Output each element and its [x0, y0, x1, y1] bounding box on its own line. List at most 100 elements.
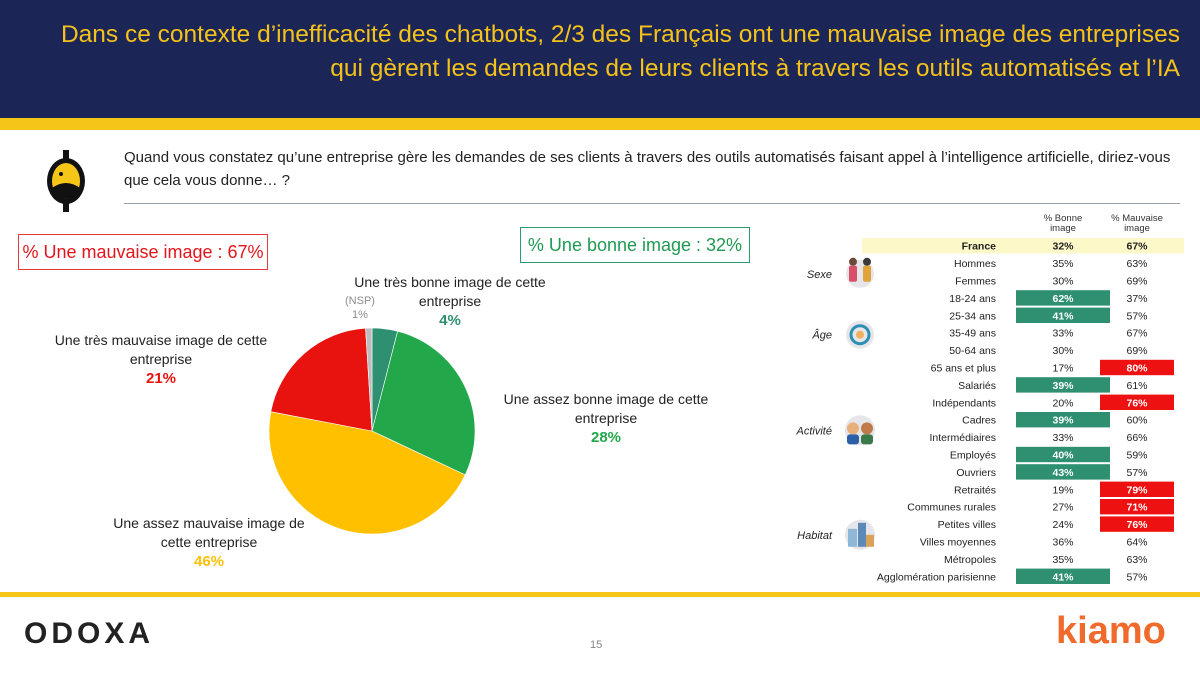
slice-pct: 1% [352, 309, 368, 321]
row-label: Hommes [954, 258, 996, 270]
table-row: France 32% 67% [862, 238, 1184, 254]
column-header: image [1124, 223, 1150, 234]
bad-value: 60% [1126, 415, 1147, 427]
good-value: 41% [1052, 310, 1074, 322]
bad-value: 79% [1126, 484, 1148, 496]
table-row: 50-64 ans 30% 69% [949, 345, 1147, 357]
header-stripe [0, 118, 1200, 130]
bad-value: 57% [1126, 467, 1147, 479]
bad-highlight-cell [1100, 394, 1174, 410]
column-header: % Mauvaise [1111, 213, 1163, 224]
good-value: 20% [1052, 397, 1073, 409]
table-row: 18-24 ans 62% 37% [949, 290, 1148, 306]
page-number: 15 [590, 639, 603, 651]
good-value: 32% [1052, 241, 1074, 253]
slice-label-text: Une très bonne image de cette entreprise [354, 274, 546, 309]
good-value: 17% [1052, 363, 1073, 375]
good-value: 35% [1052, 554, 1073, 566]
row-label: 25-34 ans [949, 310, 996, 322]
row-label: Communes rurales [907, 502, 996, 514]
good-value: 30% [1052, 276, 1073, 288]
survey-question: Quand vous constatez qu’une entreprise g… [124, 149, 1171, 189]
table-row: Indépendants 20% 76% [932, 394, 1174, 410]
row-label: 65 ans et plus [931, 363, 996, 375]
row-label: Villes moyennes [920, 537, 996, 549]
bad-value: 67% [1126, 241, 1148, 253]
people-icon [846, 257, 874, 288]
odoxa-logo: ODOXA [24, 617, 155, 650]
table-row: Employés 40% 59% [950, 446, 1148, 463]
bad-value: 63% [1126, 554, 1147, 566]
column-header: % Bonne [1044, 213, 1083, 224]
good-value: 62% [1052, 293, 1074, 305]
table-row: Retraités 19% 79% [954, 481, 1174, 497]
bad-value: 63% [1126, 258, 1147, 270]
slice-label-text: Une très mauvaise image de cette entrepr… [54, 332, 268, 367]
good-highlight-cell [1016, 412, 1110, 428]
slice-pct: 4% [439, 312, 461, 329]
pie-chart [268, 327, 476, 535]
good-value: 27% [1052, 502, 1073, 514]
bad-value: 57% [1126, 310, 1147, 322]
row-label: Salariés [958, 380, 996, 392]
good-highlight-cell [1016, 307, 1110, 323]
slice-pct: 21% [145, 370, 177, 387]
table-row: Hommes 35% 63% [954, 258, 1148, 270]
good-highlight-cell [1016, 464, 1110, 480]
table-row: Salariés 39% 61% [958, 377, 1148, 393]
table-row: Communes rurales 27% 71% [907, 499, 1174, 515]
group-label: Âge [811, 329, 832, 342]
good-highlight-cell [1016, 446, 1110, 463]
france-row-highlight [862, 238, 1184, 254]
row-label: 50-64 ans [949, 345, 996, 357]
table-row: Petites villes 24% 76% [938, 516, 1174, 532]
row-label: Intermédiaires [929, 432, 996, 444]
group-label: Habitat [797, 530, 833, 542]
bad-value: 59% [1126, 450, 1147, 462]
row-label: Employés [950, 450, 996, 462]
bad-value: 80% [1126, 363, 1148, 375]
pie-slice-2 [268, 411, 466, 535]
age-cycle-icon [846, 320, 874, 349]
row-label: Agglomération parisienne [877, 571, 996, 583]
group-label: Sexe [807, 269, 832, 281]
pie-slice-4 [365, 327, 373, 432]
slide-title: Dans ce contexte d’inefficacité des chat… [60, 21, 1180, 82]
good-value: 33% [1052, 328, 1073, 340]
row-label: Femmes [955, 276, 996, 288]
table-row: Agglomération parisienne 41% 57% [877, 568, 1148, 584]
good-value: 39% [1052, 415, 1074, 427]
footer-stripe [0, 592, 1200, 597]
slice-pct: 28% [590, 429, 622, 446]
row-label: Cadres [962, 415, 996, 427]
row-label: Ouvriers [956, 467, 996, 479]
table-row: 35-49 ans 33% 67% [949, 328, 1147, 340]
slice-label-nsp: (NSP) 1% [334, 294, 386, 322]
bad-value: 57% [1126, 571, 1147, 583]
row-label: France [962, 241, 997, 253]
bad-highlight-cell [1100, 516, 1174, 532]
table-row: Ouvriers 43% 57% [956, 464, 1148, 480]
slice-label-text: Une assez mauvaise image de cette entrep… [113, 515, 305, 550]
column-header: image [1050, 223, 1076, 234]
good-value: 35% [1052, 258, 1073, 270]
table-row: 25-34 ans 41% 57% [949, 307, 1148, 323]
workers-icon [845, 415, 875, 446]
table-row: 65 ans et plus 17% 80% [931, 359, 1174, 376]
good-value: 43% [1052, 467, 1074, 479]
bad-value: 37% [1126, 293, 1147, 305]
good-value: 30% [1052, 345, 1073, 357]
bad-value: 76% [1126, 397, 1148, 409]
slice-pct: 46% [193, 553, 225, 570]
bad-value: 71% [1126, 502, 1148, 514]
table-row: Cadres 39% 60% [962, 412, 1148, 428]
row-label: 18-24 ans [949, 293, 996, 305]
bad-value: 69% [1126, 276, 1147, 288]
row-label: Indépendants [932, 397, 996, 409]
good-value: 41% [1052, 571, 1074, 583]
table-row: Intermédiaires 33% 66% [929, 432, 1147, 444]
good-image-summary: % Une bonne image : 32% [520, 227, 750, 263]
odoxa-question-icon [47, 150, 85, 212]
question-divider [124, 203, 1180, 204]
